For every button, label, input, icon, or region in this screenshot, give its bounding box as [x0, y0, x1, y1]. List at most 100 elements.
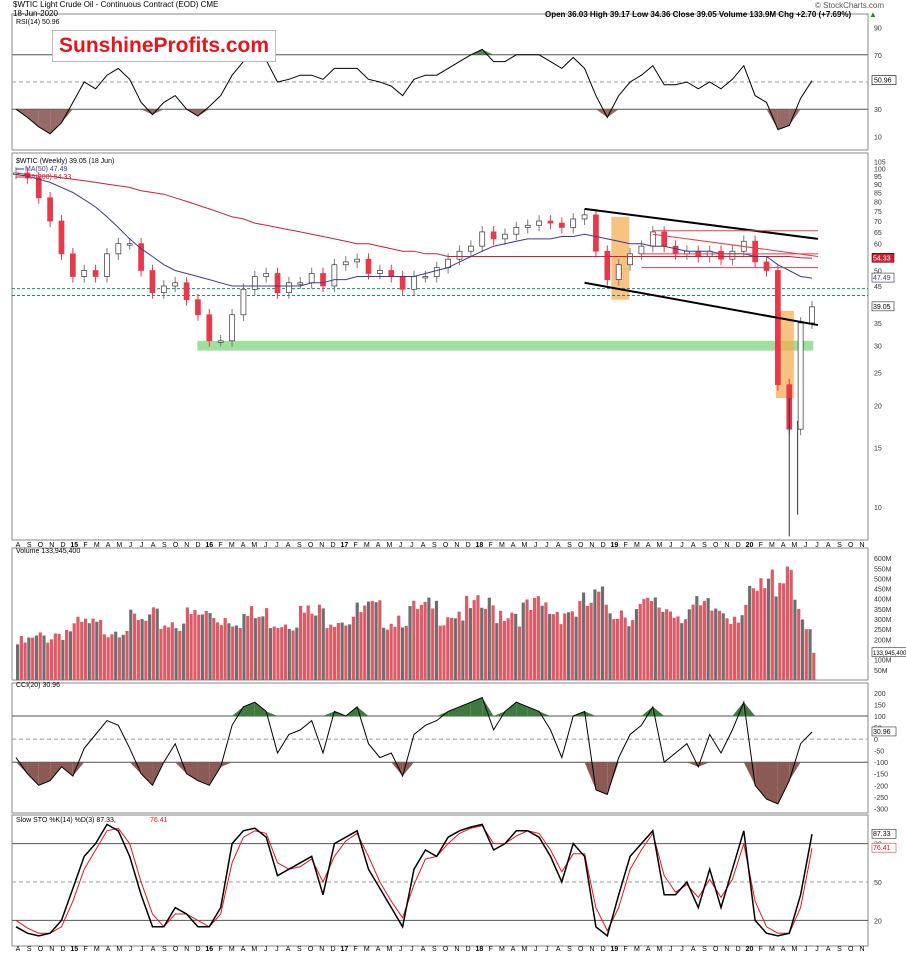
x-tick-label: 19 — [611, 542, 619, 549]
cci-negative-fill — [16, 762, 28, 774]
x-tick-label: O — [713, 542, 719, 549]
candle-body — [718, 250, 724, 260]
volume-bar — [306, 605, 310, 680]
volume-bar — [668, 611, 673, 680]
volume-bar — [38, 632, 42, 680]
volume-bar — [627, 626, 631, 680]
x-tick-label: M — [792, 542, 798, 549]
volume-bar — [551, 614, 556, 680]
rsi-oversold-fill — [38, 109, 51, 134]
x-tick-label: 17 — [340, 542, 348, 549]
volume-bar — [87, 623, 91, 680]
x-tick-label: F — [624, 542, 628, 549]
x-tick-label: 15 — [70, 542, 78, 549]
volume-bar — [204, 610, 208, 680]
cci-negative-fill — [220, 762, 233, 767]
volume-bar — [144, 620, 148, 680]
x-tick-label: N — [319, 542, 324, 549]
volume-bar — [563, 613, 567, 680]
y-tick-label: 30 — [874, 344, 882, 351]
volume-bar — [231, 626, 235, 680]
volume-bar — [714, 608, 718, 680]
volume-bar — [763, 588, 767, 680]
volume-bar — [317, 604, 322, 680]
candle-body — [331, 264, 338, 287]
candle-body — [308, 273, 315, 284]
volume-bar — [389, 623, 393, 680]
volume-bar — [770, 569, 774, 680]
candle-body — [286, 282, 292, 294]
y-tick-label: 70 — [874, 53, 882, 60]
x-tick-label: J — [534, 542, 538, 549]
y-tick-label: 100 — [874, 167, 886, 174]
volume-bar — [340, 622, 344, 680]
x-tick-label: D — [331, 946, 336, 953]
y-tick-label: 250M — [874, 627, 892, 634]
cci-positive-fill — [584, 711, 596, 717]
volume-bar — [789, 569, 793, 680]
candle-body — [797, 322, 804, 430]
volume-bar — [438, 625, 442, 680]
cci-negative-fill — [789, 762, 801, 781]
cci-negative-fill — [777, 762, 790, 804]
stoch-panel: 805020Slow STO %K(14) %D(3) 87.33,76.418… — [12, 817, 897, 938]
x-tick-label: J — [545, 946, 549, 953]
volume-bar — [597, 591, 601, 680]
x-tick-label: A — [421, 542, 426, 549]
x-tick-label: N — [724, 946, 729, 953]
candle-body — [104, 253, 110, 277]
x-tick-label: A — [106, 946, 111, 953]
volume-bar — [65, 629, 69, 680]
x-tick-label: D — [331, 542, 336, 549]
volume-bar — [453, 618, 457, 680]
volume-bar — [468, 608, 473, 680]
x-tick-label: 18 — [475, 946, 483, 953]
y-tick-label: -250 — [874, 795, 888, 802]
cci-negative-fill — [50, 762, 62, 781]
x-tick-label: M — [116, 542, 122, 549]
cci-positive-fill — [436, 711, 449, 717]
y-tick-label: 70 — [874, 219, 882, 226]
cci-negative-fill — [72, 762, 85, 777]
volume-bar — [348, 624, 352, 680]
x-tick-label: A — [781, 946, 786, 953]
cci-positive-fill — [243, 702, 255, 717]
x-tick-label: O — [713, 946, 719, 953]
stoch-k-box — [871, 828, 897, 839]
rsi-value-box — [871, 75, 897, 85]
volume-bar — [476, 595, 480, 680]
cci-positive-fill — [493, 711, 505, 717]
y-tick-label: 60 — [874, 242, 882, 249]
volume-bar — [653, 597, 657, 680]
volume-bar — [49, 639, 54, 680]
rsi-oversold-fill — [766, 109, 778, 130]
x-tick-label: M — [94, 946, 100, 953]
volume-bar — [287, 628, 291, 680]
x-tick-label: A — [241, 542, 246, 549]
candle-body — [195, 299, 201, 316]
candle-body — [35, 177, 42, 199]
volume-legend: Volume 133,945,400 — [16, 548, 80, 555]
candle-body — [399, 276, 406, 290]
y-tick-label: 600M — [874, 556, 892, 563]
volume-bar — [280, 627, 284, 680]
x-tick-label: J — [534, 946, 538, 953]
x-tick-label: A — [646, 542, 651, 549]
y-tick-label: -50 — [874, 749, 884, 756]
x-tick-label: A — [511, 946, 516, 953]
volume-bar — [499, 610, 503, 680]
cci-negative-fill — [209, 762, 221, 786]
x-tick-label: M — [364, 542, 370, 549]
volume-bar — [83, 618, 88, 680]
cci-positive-fill — [743, 702, 756, 717]
candle-body — [615, 264, 622, 280]
volume-bar — [699, 605, 703, 680]
volume-bar — [57, 633, 61, 680]
cci-positive-fill — [527, 706, 540, 717]
x-tick-label: M — [657, 542, 663, 549]
x-tick-label: A — [556, 542, 561, 549]
volume-bar — [393, 626, 397, 680]
cci-positive-fill — [266, 711, 278, 717]
candle-body — [138, 243, 144, 271]
